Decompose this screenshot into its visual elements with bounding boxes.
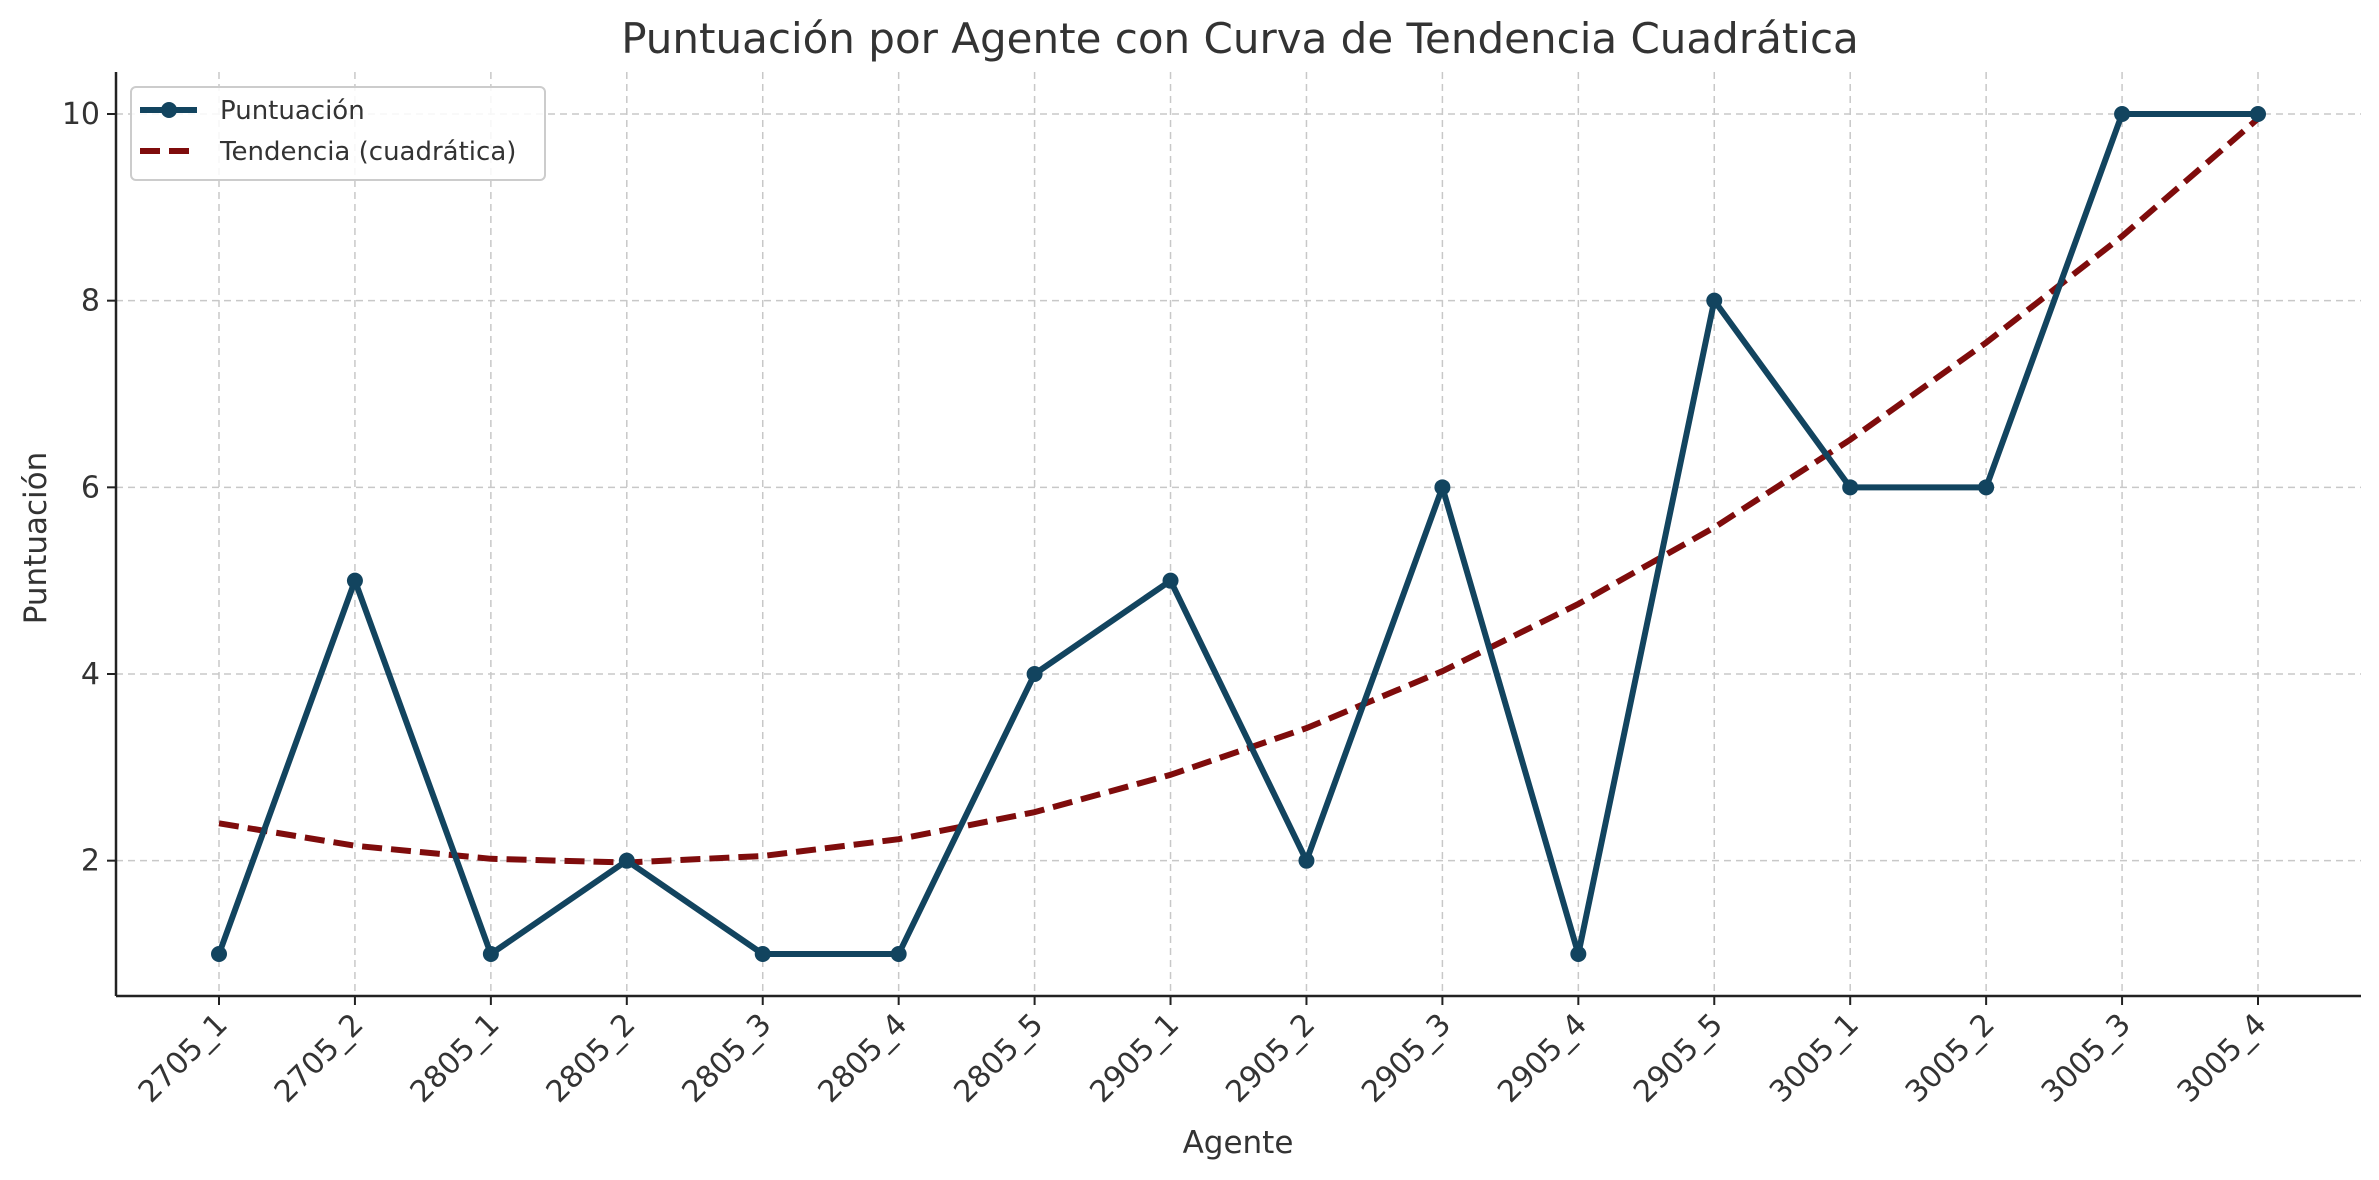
y-tick-label: 10 (62, 97, 100, 132)
x-tick-label: 3005_2 (1899, 1007, 2002, 1110)
score-point (211, 946, 227, 962)
trend-line (218, 116, 2260, 866)
x-tick-label: 3005_4 (2171, 1007, 2274, 1110)
x-tick-label: 2905_3 (1355, 1007, 1458, 1110)
x-tick-label: 2805_4 (811, 1007, 914, 1110)
x-tick-label: 2805_3 (676, 1007, 779, 1110)
x-tick-label: 2905_4 (1491, 1007, 1594, 1110)
score-point (482, 946, 499, 962)
x-tick-label: 2805_2 (540, 1007, 643, 1110)
y-tick-label: 8 (81, 284, 100, 319)
score-point (890, 946, 907, 962)
legend-label-trend: Tendencia (cuadrática) (219, 137, 516, 167)
x-tick-label: 2905_5 (1627, 1007, 1730, 1110)
score-point (1298, 852, 1315, 869)
x-tick-label: 2905_2 (1219, 1007, 1322, 1110)
score-point (2114, 106, 2131, 122)
score-series (211, 106, 2266, 962)
trend-series (218, 116, 2260, 866)
x-tick-label: 2805_5 (947, 1007, 1050, 1110)
chart-title: Puntuación por Agente con Curva de Tende… (621, 14, 1859, 63)
score-point (1570, 946, 1587, 962)
score-point (1706, 292, 1723, 309)
score-point (1978, 479, 1995, 496)
score-point (2250, 106, 2266, 122)
axes: 2705_1 2705_2 2805_1 2805_2 2805_3 2805_4 2805… (62, 72, 2361, 1110)
score-point (1162, 572, 1179, 589)
score-point (346, 572, 363, 589)
legend-marker-score (161, 102, 177, 118)
score-point (618, 852, 635, 869)
score-point (1842, 479, 1859, 496)
score-point (754, 946, 771, 962)
x-tick-label: 3005_3 (2035, 1007, 2138, 1110)
score-point (1026, 666, 1043, 682)
x-tick-label: 2805_1 (404, 1007, 507, 1110)
score-line (216, 111, 2258, 957)
legend: Puntuación Tendencia (cuadrática) (130, 86, 546, 181)
legend-label-score: Puntuación (220, 96, 365, 126)
x-axis-label: Agente (1183, 1125, 1294, 1161)
x-tick-label: 2705_2 (268, 1007, 371, 1110)
y-tick-label: 6 (81, 470, 100, 505)
x-tick-label: 3005_1 (1763, 1007, 1866, 1110)
x-tick-label: 2705_1 (132, 1007, 235, 1110)
legend-box (130, 86, 546, 181)
x-tick-label: 2905_1 (1083, 1007, 1186, 1110)
y-axis-label: Puntuación (18, 452, 54, 625)
score-point (1434, 479, 1451, 496)
y-tick-label: 4 (81, 657, 100, 692)
y-tick-label: 2 (81, 844, 100, 879)
